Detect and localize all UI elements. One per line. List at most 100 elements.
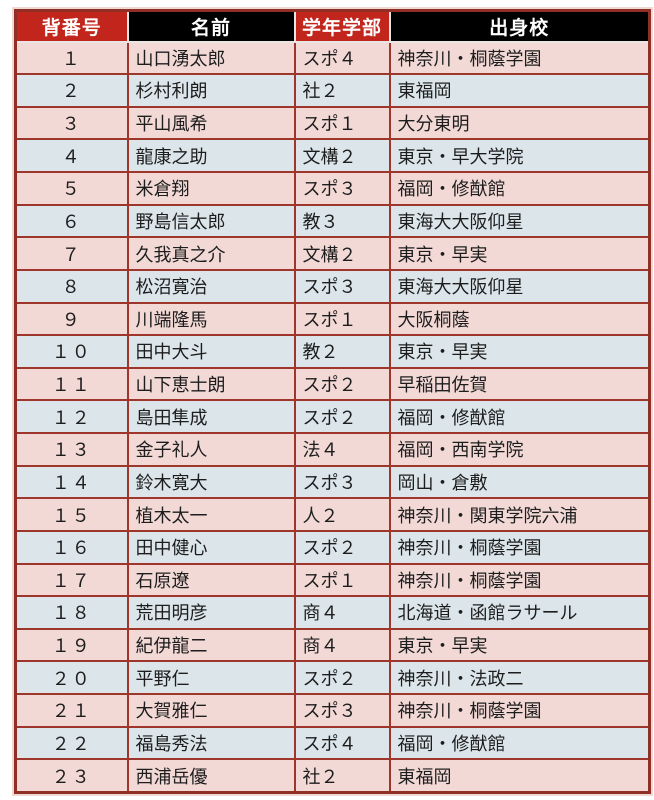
school-cell: 大分東明 <box>388 105 651 141</box>
jersey-number-cell: １８ <box>14 595 129 630</box>
name-cell: 紀伊龍二 <box>126 627 296 663</box>
name-cell: 山口湧太郎 <box>126 40 296 76</box>
name-cell: 植木太一 <box>126 497 296 532</box>
grade-faculty-cell: スポ２ <box>293 529 391 565</box>
school-cell: 早稲田佐賀 <box>388 366 651 402</box>
jersey-number-cell: １５ <box>14 497 129 532</box>
grade-faculty-cell: 人２ <box>293 497 391 532</box>
grade-faculty-cell: 文構２ <box>293 138 391 173</box>
table-row: １２ 島田隼成 スポ２ 福岡・修猷館 <box>14 399 651 434</box>
table-body: １ 山口湧太郎 スポ４ 神奈川・桐蔭学園 ２ 杉村利朗 社２ 東福岡 ３ 平山風希 スポ１ 大分東明 ４… <box>14 40 651 794</box>
name-cell: 山下恵士朗 <box>126 366 296 402</box>
grade-faculty-cell: スポ３ <box>293 268 391 304</box>
grade-faculty-cell: 社２ <box>293 758 391 794</box>
table-row: １０ 田中大斗 教２ 東京・早実 <box>14 334 651 369</box>
school-cell: 福岡・修猷館 <box>388 725 651 761</box>
name-cell: 平野仁 <box>126 660 296 695</box>
name-cell: 野島信太郎 <box>126 203 296 239</box>
table-row: ５ 米倉翔 スポ３ 福岡・修猷館 <box>14 171 651 206</box>
table-row: １１ 山下恵士朗 スポ２ 早稲田佐賀 <box>14 366 651 402</box>
table-row: １７ 石原遼 スポ１ 神奈川・桐蔭学園 <box>14 562 651 598</box>
column-header-name: 名前 <box>126 9 296 43</box>
grade-faculty-cell: スポ４ <box>293 40 391 76</box>
table-row: ３ 平山風希 スポ１ 大分東明 <box>14 105 651 141</box>
jersey-number-cell: ２１ <box>14 693 129 728</box>
table-row: １４ 鈴木寛大 スポ３ 岡山・倉敷 <box>14 464 651 500</box>
grade-faculty-cell: スポ３ <box>293 693 391 728</box>
grade-faculty-cell: スポ４ <box>293 725 391 761</box>
jersey-number-cell: １０ <box>14 334 129 369</box>
school-cell: 東京・早大学院 <box>388 138 651 173</box>
jersey-number-cell: ９ <box>14 301 129 337</box>
jersey-number-cell: １３ <box>14 432 129 467</box>
column-header-jersey-number: 背番号 <box>14 9 129 43</box>
jersey-number-cell: １ <box>14 40 129 76</box>
school-cell: 大阪桐蔭 <box>388 301 651 337</box>
school-cell: 北海道・函館ラサール <box>388 595 651 630</box>
grade-faculty-cell: スポ１ <box>293 105 391 141</box>
name-cell: 田中健心 <box>126 529 296 565</box>
name-cell: 島田隼成 <box>126 399 296 434</box>
header-row: 背番号 名前 学年学部 出身校 <box>14 9 651 43</box>
school-cell: 神奈川・法政二 <box>388 660 651 695</box>
school-cell: 神奈川・桐蔭学園 <box>388 693 651 728</box>
table-row: １３ 金子礼人 法４ 福岡・西南学院 <box>14 432 651 467</box>
name-cell: 大賀雅仁 <box>126 693 296 728</box>
name-cell: 龍康之助 <box>126 138 296 173</box>
name-cell: 西浦岳優 <box>126 758 296 794</box>
school-cell: 神奈川・桐蔭学園 <box>388 562 651 598</box>
name-cell: 田中大斗 <box>126 334 296 369</box>
school-cell: 福岡・西南学院 <box>388 432 651 467</box>
jersey-number-cell: １２ <box>14 399 129 434</box>
table-row: ６ 野島信太郎 教３ 東海大大阪仰星 <box>14 203 651 239</box>
jersey-number-cell: ２３ <box>14 758 129 794</box>
table-row: ２ 杉村利朗 社２ 東福岡 <box>14 73 651 108</box>
name-cell: 金子礼人 <box>126 432 296 467</box>
roster-table: 背番号 名前 学年学部 出身校 １ 山口湧太郎 スポ４ 神奈川・桐蔭学園 ２ 杉村利朗 社２… <box>12 7 653 796</box>
jersey-number-cell: １６ <box>14 529 129 565</box>
table-row: ２１ 大賀雅仁 スポ３ 神奈川・桐蔭学園 <box>14 693 651 728</box>
school-cell: 東福岡 <box>388 758 651 794</box>
grade-faculty-cell: スポ３ <box>293 171 391 206</box>
table-row: ２２ 福島秀法 スポ４ 福岡・修猷館 <box>14 725 651 761</box>
jersey-number-cell: ４ <box>14 138 129 173</box>
school-cell: 福岡・修猷館 <box>388 171 651 206</box>
jersey-number-cell: １１ <box>14 366 129 402</box>
table-row: １５ 植木太一 人２ 神奈川・関東学院六浦 <box>14 497 651 532</box>
jersey-number-cell: １７ <box>14 562 129 598</box>
table-row: １８ 荒田明彦 商４ 北海道・函館ラサール <box>14 595 651 630</box>
grade-faculty-cell: 法４ <box>293 432 391 467</box>
jersey-number-cell: ２ <box>14 73 129 108</box>
name-cell: 福島秀法 <box>126 725 296 761</box>
school-cell: 福岡・修猷館 <box>388 399 651 434</box>
grade-faculty-cell: スポ２ <box>293 399 391 434</box>
grade-faculty-cell: スポ２ <box>293 366 391 402</box>
jersey-number-cell: １４ <box>14 464 129 500</box>
name-cell: 鈴木寛大 <box>126 464 296 500</box>
grade-faculty-cell: 商４ <box>293 627 391 663</box>
school-cell: 神奈川・桐蔭学園 <box>388 40 651 76</box>
name-cell: 米倉翔 <box>126 171 296 206</box>
jersey-number-cell: １９ <box>14 627 129 663</box>
table-row: ８ 松沼寛治 スポ３ 東海大大阪仰星 <box>14 268 651 304</box>
jersey-number-cell: ３ <box>14 105 129 141</box>
grade-faculty-cell: スポ１ <box>293 562 391 598</box>
jersey-number-cell: ２２ <box>14 725 129 761</box>
jersey-number-cell: ６ <box>14 203 129 239</box>
school-cell: 神奈川・関東学院六浦 <box>388 497 651 532</box>
table-row: １ 山口湧太郎 スポ４ 神奈川・桐蔭学園 <box>14 40 651 76</box>
jersey-number-cell: ２０ <box>14 660 129 695</box>
column-header-grade-faculty: 学年学部 <box>293 9 391 43</box>
table-header: 背番号 名前 学年学部 出身校 <box>14 9 651 43</box>
school-cell: 岡山・倉敷 <box>388 464 651 500</box>
jersey-number-cell: ５ <box>14 171 129 206</box>
grade-faculty-cell: 教３ <box>293 203 391 239</box>
name-cell: 久我真之介 <box>126 236 296 271</box>
school-cell: 東京・早実 <box>388 627 651 663</box>
school-cell: 東海大大阪仰星 <box>388 268 651 304</box>
grade-faculty-cell: 文構２ <box>293 236 391 271</box>
table-row: ２３ 西浦岳優 社２ 東福岡 <box>14 758 651 794</box>
table-row: ７ 久我真之介 文構２ 東京・早実 <box>14 236 651 271</box>
table-row: １９ 紀伊龍二 商４ 東京・早実 <box>14 627 651 663</box>
